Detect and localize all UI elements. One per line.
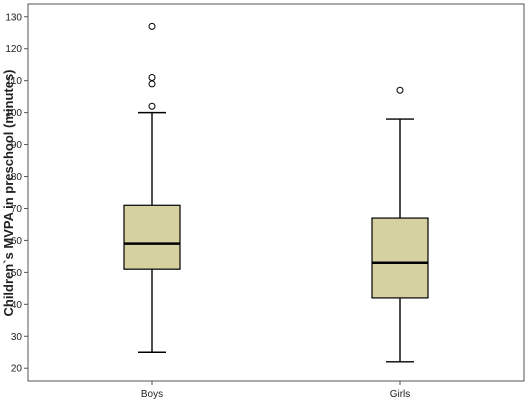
outlier-point bbox=[148, 102, 156, 110]
y-tick-label: 40 bbox=[11, 300, 23, 311]
y-tick-label: 50 bbox=[11, 268, 23, 279]
y-tick-label: 120 bbox=[5, 44, 22, 55]
y-tick-label: 60 bbox=[11, 236, 23, 247]
y-tick-label: 30 bbox=[11, 332, 23, 343]
y-axis-title: Children`s MVPA in preschool (minutes) bbox=[1, 69, 16, 316]
y-axis: 20 30 40 50 60 70 80 90 100 110 120 130 bbox=[5, 12, 28, 375]
y-tick-label: 130 bbox=[5, 12, 22, 23]
x-tick-label: Boys bbox=[141, 389, 163, 400]
iqr-box bbox=[371, 217, 429, 299]
outlier-point bbox=[148, 22, 156, 30]
outlier-point bbox=[396, 86, 404, 94]
outlier-point bbox=[148, 73, 156, 81]
y-tick-label: 70 bbox=[11, 204, 23, 215]
y-tick-label: 20 bbox=[11, 364, 23, 375]
box-boys bbox=[123, 22, 181, 353]
outlier-point bbox=[148, 80, 156, 88]
box-girls bbox=[371, 86, 429, 363]
x-tick-label: Girls bbox=[390, 389, 411, 400]
y-tick-label: 110 bbox=[6, 76, 22, 87]
plot-area-frame bbox=[27, 3, 525, 382]
boxes-layer bbox=[123, 22, 429, 363]
y-tick-label: 100 bbox=[5, 108, 22, 119]
x-axis: Boys Girls bbox=[141, 381, 410, 400]
y-tick-label: 90 bbox=[11, 140, 23, 151]
y-tick-label: 80 bbox=[11, 172, 23, 183]
iqr-box bbox=[123, 204, 181, 270]
